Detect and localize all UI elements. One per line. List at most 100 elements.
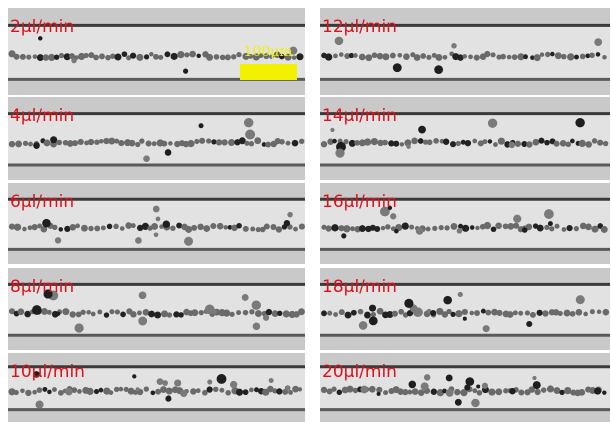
droplet (88, 225, 94, 232)
droplet (348, 52, 355, 59)
droplet (530, 55, 535, 60)
droplet (426, 139, 433, 146)
image-panel (320, 183, 610, 264)
droplet (376, 307, 384, 315)
droplet (109, 309, 115, 315)
droplet (343, 139, 349, 145)
droplet (130, 52, 137, 59)
droplet (320, 141, 328, 148)
droplet (385, 224, 391, 230)
droplet (536, 224, 544, 232)
droplet (512, 222, 520, 229)
droplet (404, 298, 414, 308)
droplet (591, 225, 599, 233)
droplet (539, 52, 545, 57)
droplet (55, 311, 61, 316)
droplet (284, 385, 291, 391)
droplet (254, 137, 262, 145)
droplet (130, 311, 137, 318)
droplet (268, 378, 274, 383)
droplet (213, 54, 220, 60)
droplet (450, 141, 457, 148)
image-panel (8, 8, 305, 95)
droplet (80, 309, 86, 315)
droplet (526, 141, 533, 148)
droplet (222, 309, 231, 317)
droplet (455, 310, 463, 318)
droplet (484, 50, 491, 58)
droplet (33, 142, 40, 149)
droplet (50, 136, 58, 144)
droplet (255, 226, 261, 233)
droplet (348, 139, 356, 147)
droplet (46, 309, 52, 315)
droplet (288, 390, 293, 395)
droplet (474, 310, 480, 317)
droplet (40, 307, 48, 315)
droplet (130, 223, 136, 229)
droplet (191, 309, 199, 317)
droplet (52, 224, 58, 231)
droplet (8, 388, 16, 396)
droplet (203, 225, 211, 232)
droplet (469, 310, 475, 316)
droplet (103, 137, 110, 145)
droplet (554, 223, 560, 229)
droplet (426, 54, 432, 60)
droplet (93, 54, 99, 61)
droplet (574, 54, 579, 60)
droplet (397, 388, 404, 395)
droplet (553, 387, 561, 394)
panel-label: 16μl/min (322, 192, 397, 212)
droplet (353, 53, 358, 58)
droplet (596, 309, 602, 315)
droplet (475, 225, 480, 231)
droplet (162, 380, 168, 386)
droplet (600, 226, 608, 233)
droplet (53, 54, 60, 60)
droplet (502, 223, 509, 230)
droplet (454, 388, 461, 396)
droplet (544, 224, 550, 231)
scale-bar (240, 64, 297, 80)
droplet (75, 311, 82, 318)
droplet (544, 209, 554, 219)
droplet (118, 140, 125, 147)
droplet (224, 54, 231, 61)
droplet (121, 51, 128, 57)
droplet (545, 51, 551, 58)
droplet (583, 311, 588, 317)
droplet (462, 316, 467, 321)
droplet (176, 222, 183, 229)
droplet (22, 226, 27, 232)
droplet (245, 129, 256, 140)
droplet (187, 140, 195, 148)
droplet (371, 52, 378, 59)
droplet (532, 138, 540, 146)
droplet (100, 225, 106, 231)
droplet (410, 52, 416, 58)
droplet (578, 139, 586, 148)
image-panel (320, 268, 610, 350)
droplet (197, 223, 204, 231)
droplet (386, 310, 394, 319)
droplet (567, 53, 575, 61)
droplet (75, 223, 80, 229)
droplet (156, 378, 164, 386)
droplet (128, 139, 136, 147)
droplet (561, 53, 567, 60)
droplet (508, 141, 516, 149)
droplet (15, 140, 23, 148)
droplet (54, 237, 62, 244)
droplet (71, 140, 79, 147)
droplet (254, 387, 259, 393)
droplet (165, 395, 172, 402)
droplet (368, 316, 378, 326)
droplet (31, 224, 38, 231)
droplet (216, 374, 227, 384)
droplet (364, 311, 371, 319)
droplet (71, 387, 78, 394)
droplet (334, 36, 344, 46)
droplet (550, 51, 555, 57)
droplet (17, 308, 25, 316)
